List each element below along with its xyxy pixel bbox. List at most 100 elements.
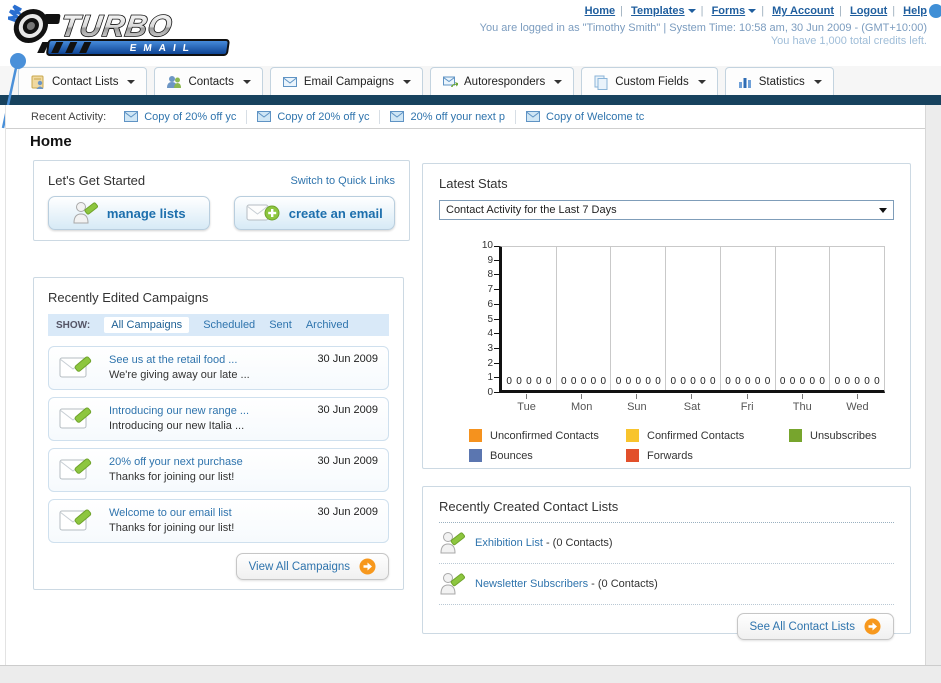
filter-scheduled[interactable]: Scheduled <box>203 319 256 331</box>
nav-link-logout[interactable]: Logout <box>849 5 888 17</box>
campaign-card[interactable]: Introducing our new range ... Introducin… <box>48 397 389 441</box>
nav-link-my-account[interactable]: My Account <box>772 5 835 17</box>
divider <box>379 109 381 124</box>
campaign-card[interactable]: 20% off your next purchase Thanks for jo… <box>48 448 389 492</box>
tab-contact-lists[interactable]: Contact Lists <box>18 67 148 95</box>
contact-list-count: - (0 Contacts) <box>591 578 658 590</box>
select-value: Contact Activity for the Last 7 Days <box>446 204 617 216</box>
chart-y-tick-label: 3 <box>487 342 493 354</box>
credits-status: You have 1,000 total credits left. <box>770 35 927 47</box>
nav-link-home[interactable]: Home <box>584 5 616 17</box>
envelope-icon <box>124 111 139 122</box>
chart-y-tick <box>494 303 499 305</box>
login-status: You are logged in as "Timothy Smith" | S… <box>479 22 927 34</box>
chart-y-tick <box>494 377 499 379</box>
campaign-title-link[interactable]: Welcome to our email list <box>109 507 232 519</box>
recent-activity-item[interactable]: 20% off your next p <box>390 111 505 123</box>
campaign-title-link[interactable]: Introducing our new range ... <box>109 405 250 417</box>
chart-value-label: 0 <box>709 376 716 387</box>
campaign-card[interactable]: Welcome to our email list Thanks for joi… <box>48 499 389 543</box>
create-email-button[interactable]: create an email <box>233 196 395 230</box>
button-label: create an email <box>288 205 383 221</box>
divider <box>515 109 517 124</box>
view-all-campaigns-button[interactable]: View All Campaigns <box>235 553 389 580</box>
chart-day-label: Thu <box>775 393 830 413</box>
activity-link[interactable]: 20% off your next p <box>410 110 506 123</box>
contact-list-link[interactable]: Newsletter Subscribers <box>475 578 589 590</box>
contact-list-count: - (0 Contacts) <box>545 537 613 549</box>
recent-activity-item[interactable]: Copy of 20% off yc <box>257 111 369 123</box>
tab-custom-fields[interactable]: Custom Fields <box>581 67 718 95</box>
chevron-down-icon <box>697 79 706 84</box>
custom-fields-icon <box>594 75 608 90</box>
chart-value-label: 0 <box>854 376 860 387</box>
recent-activity-bar: Recent Activity: Copy of 20% off yc Copy… <box>5 105 925 129</box>
tab-contacts[interactable]: Contacts <box>154 67 263 95</box>
recent-activity-item[interactable]: Copy of 20% off yc <box>124 111 236 123</box>
tab-autoresponders[interactable]: Autoresponders <box>430 67 575 95</box>
divider <box>246 109 248 124</box>
contacts-icon <box>167 75 182 88</box>
chart-value-label: 0 <box>735 376 741 387</box>
chart-value-label: 0 <box>545 376 552 387</box>
chart-value-label: 0 <box>844 376 851 387</box>
recent-activity-item[interactable]: Copy of Welcome tc <box>526 111 644 123</box>
latest-stats-panel: Latest Stats Contact Activity for the La… <box>422 163 911 469</box>
help-balloon-icon[interactable] <box>929 4 941 18</box>
nav-link-templates[interactable]: Templates <box>631 5 685 17</box>
legend-item: Unconfirmed Contacts <box>469 429 626 442</box>
chart-x-axis: Tue Mon Sun Sat Fri Thu Wed <box>499 393 885 413</box>
tab-label: Custom Fields <box>615 75 689 88</box>
tab-statistics[interactable]: Statistics <box>724 67 834 95</box>
switch-quick-links-link[interactable]: Switch to Quick Links <box>290 174 395 187</box>
recent-campaigns-title: Recently Edited Campaigns <box>48 290 209 305</box>
nav-link-help[interactable]: Help <box>903 5 927 17</box>
stats-report-select[interactable]: Contact Activity for the Last 7 Days <box>439 200 894 220</box>
chart-value-label: 0 <box>655 376 661 387</box>
chart-value-label: 0 <box>834 376 841 387</box>
arrow-right-icon <box>359 558 376 575</box>
page-margin <box>925 105 941 683</box>
legend-label: Unconfirmed Contacts <box>490 429 599 442</box>
legend-label: Unsubscribes <box>810 429 877 442</box>
tab-label: Email Campaigns <box>303 75 394 88</box>
chart-day-label: Mon <box>554 393 609 413</box>
chart-day-label: Wed <box>830 393 885 413</box>
filter-archived[interactable]: Archived <box>305 319 349 331</box>
filter-all-campaigns[interactable]: All Campaigns <box>104 317 190 333</box>
campaign-card[interactable]: See us at the retail food ... We're givi… <box>48 346 389 390</box>
activity-link[interactable]: Copy of Welcome tc <box>546 110 645 123</box>
page-margin <box>0 665 941 683</box>
filter-sent[interactable]: Sent <box>269 319 292 331</box>
main-tab-bar: Contact Lists Contacts Email Campaigns A… <box>0 66 941 95</box>
legend-swatch <box>789 429 802 442</box>
contact-list-link[interactable]: Exhibition List <box>475 537 543 549</box>
chart-day-label: Sat <box>664 393 719 413</box>
chart-value-label: 0 <box>779 376 786 387</box>
contact-list-item[interactable]: Newsletter Subscribers - (0 Contacts) <box>439 564 894 605</box>
contact-lists-icon <box>31 75 44 89</box>
activity-link[interactable]: Copy of 20% off yc <box>277 110 370 123</box>
legend-swatch <box>469 449 482 462</box>
campaign-title-link[interactable]: See us at the retail food ... <box>109 354 238 366</box>
campaign-title-link[interactable]: 20% off your next purchase <box>109 456 243 468</box>
chevron-down-icon <box>748 9 757 14</box>
manage-lists-button[interactable]: manage lists <box>48 196 210 230</box>
activity-link[interactable]: Copy of 20% off yc <box>144 110 237 123</box>
tab-email-campaigns[interactable]: Email Campaigns <box>269 67 423 95</box>
chart-value-label: 0 <box>744 376 751 387</box>
nav-link-forms[interactable]: Forms <box>711 5 746 17</box>
chart-y-tick-label: 10 <box>481 240 493 251</box>
chart-y-tick <box>494 274 499 276</box>
chart-y-tick <box>494 362 499 364</box>
person-pencil-icon <box>73 202 98 224</box>
chart-value-label: 0 <box>754 376 761 387</box>
contact-list-item[interactable]: Exhibition List - (0 Contacts) <box>439 523 894 564</box>
see-all-contact-lists-button[interactable]: See All Contact Lists <box>736 613 894 640</box>
